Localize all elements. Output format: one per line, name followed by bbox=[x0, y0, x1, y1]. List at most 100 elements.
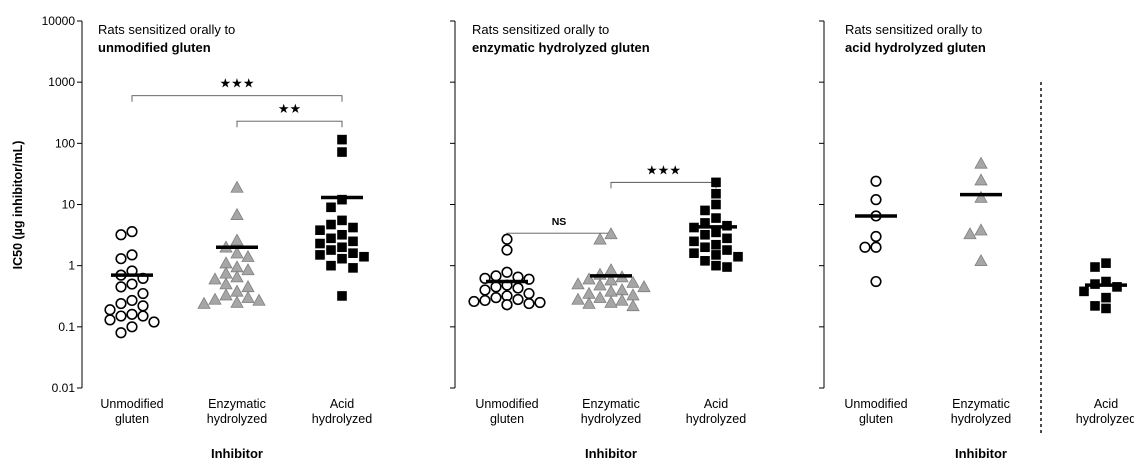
data-point-triangle bbox=[571, 277, 585, 290]
x-category-label-line2: hydrolyzed bbox=[312, 412, 372, 426]
data-point-square bbox=[711, 239, 721, 250]
x-category-label-line1: Enzymatic bbox=[582, 397, 640, 411]
data-point-square bbox=[1101, 276, 1111, 287]
data-point-square bbox=[722, 233, 732, 244]
data-point-square bbox=[315, 238, 325, 249]
data-point-circle bbox=[870, 275, 882, 288]
y-tick-label: 1 bbox=[68, 259, 75, 273]
data-point-square bbox=[711, 213, 721, 223]
y-tick-label: 10000 bbox=[42, 14, 76, 28]
data-point-circle bbox=[490, 281, 502, 293]
data-point-circle bbox=[126, 308, 138, 320]
data-point-triangle bbox=[637, 280, 651, 293]
data-point-square bbox=[1101, 303, 1111, 314]
data-point-circle bbox=[468, 295, 480, 308]
x-category-label-line1: Enzymatic bbox=[952, 397, 1010, 411]
data-point-triangle bbox=[582, 286, 596, 299]
data-point-circle bbox=[104, 314, 116, 326]
data-point-square bbox=[348, 222, 358, 233]
data-point-circle bbox=[115, 281, 127, 293]
significance-label: NS bbox=[552, 216, 567, 228]
data-point-circle bbox=[479, 294, 491, 307]
data-point-square bbox=[1101, 292, 1111, 303]
data-point-triangle bbox=[230, 233, 244, 246]
data-point-circle bbox=[148, 316, 160, 328]
data-point-triangle bbox=[615, 283, 629, 296]
data-point-square bbox=[337, 147, 347, 157]
data-point-square bbox=[359, 251, 369, 262]
data-point-square bbox=[722, 245, 732, 255]
x-category-label-line2: hydrolyzed bbox=[1076, 412, 1134, 426]
data-point-square bbox=[1101, 258, 1111, 268]
data-point-square bbox=[711, 227, 721, 238]
data-point-circle bbox=[870, 230, 882, 243]
data-point-square bbox=[711, 250, 721, 260]
data-point-square bbox=[348, 236, 358, 247]
x-category-label-line2: hydrolyzed bbox=[581, 412, 641, 426]
data-point-triangle bbox=[230, 270, 244, 283]
data-point-circle bbox=[859, 241, 871, 253]
data-point-circle bbox=[115, 229, 127, 241]
data-point-square bbox=[315, 225, 325, 236]
data-point-triangle bbox=[582, 272, 596, 285]
data-point-square bbox=[711, 260, 721, 271]
x-category-label-line2: gluten bbox=[859, 412, 893, 426]
data-point-triangle bbox=[626, 288, 640, 301]
data-point-circle bbox=[126, 226, 138, 238]
data-point-circle bbox=[523, 287, 535, 300]
data-point-triangle bbox=[974, 253, 988, 267]
data-point-triangle bbox=[230, 207, 244, 220]
x-category-label-line1: Unmodified bbox=[475, 397, 538, 411]
significance-bracket bbox=[506, 232, 612, 240]
data-point-square bbox=[326, 260, 336, 271]
x-axis-title: Inhibitor bbox=[585, 446, 637, 461]
data-point-square bbox=[700, 229, 710, 240]
data-point-square bbox=[315, 250, 325, 260]
data-point-circle bbox=[137, 310, 149, 322]
data-point-circle bbox=[501, 244, 513, 256]
chart-panel-1: 0.01 0.1 1 10 100 1000 10000 Rats sensitized or… bbox=[42, 14, 373, 461]
data-point-triangle bbox=[974, 156, 988, 169]
data-point-triangle bbox=[230, 284, 244, 297]
data-point-square bbox=[337, 242, 347, 253]
y-tick-label: 0.01 bbox=[52, 381, 76, 395]
data-point-square bbox=[700, 218, 710, 228]
data-point-circle bbox=[490, 270, 502, 282]
data-point-circle bbox=[126, 321, 138, 333]
chart-panel-2: Rats sensitized orally to enzymatic hydro… bbox=[450, 20, 746, 461]
x-axis-title: Inhibitor bbox=[955, 446, 1007, 461]
y-tick-label: 100 bbox=[55, 136, 75, 150]
data-point-triangle bbox=[208, 292, 222, 305]
data-point-triangle bbox=[593, 290, 607, 303]
data-point-triangle bbox=[626, 275, 640, 288]
significance-bracket bbox=[236, 120, 343, 128]
data-point-triangle bbox=[219, 288, 233, 301]
data-point-triangle bbox=[604, 263, 618, 276]
data-point-triangle bbox=[219, 256, 233, 269]
significance-bracket bbox=[610, 181, 717, 189]
data-point-circle bbox=[501, 299, 513, 311]
significance-bracket bbox=[131, 95, 343, 102]
data-point-square bbox=[337, 229, 347, 240]
x-category-label-line2: gluten bbox=[115, 412, 149, 426]
data-point-circle bbox=[126, 249, 138, 261]
data-point-triangle bbox=[582, 296, 596, 309]
significance-label: ★★★ bbox=[220, 76, 255, 91]
data-point-square bbox=[326, 202, 336, 213]
data-point-circle bbox=[126, 278, 138, 290]
x-category-label-line2: hydrolyzed bbox=[207, 412, 267, 426]
data-point-square bbox=[337, 134, 347, 145]
data-point-triangle bbox=[593, 232, 607, 245]
x-category-label-line2: hydrolyzed bbox=[686, 412, 746, 426]
x-category-label-line1: Acid bbox=[1094, 397, 1118, 411]
data-point-square bbox=[700, 205, 710, 216]
data-point-circle bbox=[115, 297, 127, 310]
data-point-triangle bbox=[604, 284, 618, 297]
data-point-square bbox=[337, 291, 347, 301]
data-point-triangle bbox=[230, 295, 244, 308]
data-point-triangle bbox=[241, 249, 255, 262]
data-point-triangle bbox=[219, 266, 233, 279]
data-point-triangle bbox=[230, 246, 244, 259]
data-point-circle bbox=[501, 233, 513, 245]
